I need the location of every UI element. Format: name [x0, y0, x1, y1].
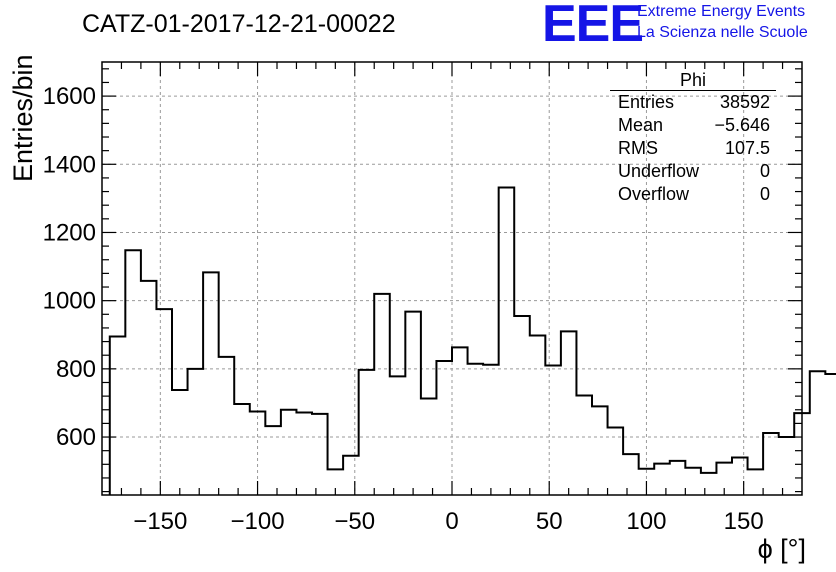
stats-row-underflow: Underflow 0: [610, 160, 776, 183]
histogram-bin: [265, 426, 281, 495]
chart-title: CATZ-01-2017-12-21-00022: [82, 10, 396, 38]
histogram-bin: [530, 335, 546, 495]
stats-value: 0: [759, 184, 770, 204]
stats-value: 38592: [719, 92, 770, 112]
stats-value: −5.646: [714, 115, 770, 135]
histogram-bin: [390, 376, 406, 495]
stats-name: Phi: [610, 70, 776, 91]
stats-box: Phi Entries 38592 Mean −5.646 RMS 107.5 …: [610, 70, 776, 206]
x-tick-label: −100: [231, 508, 285, 535]
eee-logo: EEE: [542, 0, 644, 53]
histogram-bin: [576, 395, 592, 495]
histogram-bin: [561, 331, 577, 495]
stats-label: Overflow: [618, 184, 690, 204]
histogram-bin: [156, 309, 172, 495]
logo-line-2: La Scienza nelle Scuole: [637, 24, 808, 41]
x-tick-label: −50: [334, 508, 375, 535]
histogram-bin: [234, 404, 250, 495]
y-tick-label: 1400: [43, 151, 96, 178]
x-tick-label: 50: [536, 508, 563, 535]
histogram-bin: [499, 187, 515, 495]
histogram-bin: [825, 374, 836, 495]
histogram-bin: [343, 456, 359, 495]
stats-label: RMS: [618, 138, 658, 158]
y-tick-label: 800: [56, 356, 96, 383]
histogram-bin: [623, 454, 639, 495]
histogram-bin: [125, 250, 141, 495]
histogram-bin: [110, 336, 126, 495]
histogram-bin: [452, 347, 468, 495]
histogram-bin: [188, 369, 204, 495]
y-tick-label: 1600: [43, 83, 96, 110]
histogram-bin: [281, 410, 297, 495]
histogram-bin: [468, 364, 484, 495]
histogram-outline: [108, 186, 836, 495]
histogram-bin: [421, 399, 437, 495]
histogram-bin: [810, 371, 826, 495]
histogram-bin: [592, 406, 608, 495]
histogram-bin: [436, 361, 452, 495]
histogram-bin: [608, 427, 624, 495]
stats-row-mean: Mean −5.646: [610, 114, 776, 137]
y-tick-label: 1000: [43, 288, 96, 315]
grid: [102, 62, 802, 495]
histogram-bin: [732, 457, 748, 495]
y-tick-label: 1200: [43, 219, 96, 246]
histogram-bin: [670, 461, 686, 495]
y-axis-label: Entries/bin: [8, 54, 38, 182]
histogram-bin: [779, 437, 795, 495]
histogram-bin: [312, 414, 328, 495]
histogram-bin: [405, 312, 421, 495]
histogram-bin: [374, 294, 390, 495]
histogram-bin: [685, 468, 701, 495]
x-tick-label: 150: [724, 508, 764, 535]
histogram-bin: [483, 365, 499, 495]
histogram-bin: [701, 473, 717, 495]
histogram-bin: [763, 433, 779, 495]
stats-row-rms: RMS 107.5: [610, 137, 776, 160]
logo-line-1: Extreme Energy Events: [637, 3, 806, 20]
histogram-bin: [141, 281, 157, 495]
axes: −150 −100 −50 0 50 100 150 600 800 1000 1200 1400 16…: [43, 61, 803, 535]
histogram-bin: [219, 357, 235, 495]
histogram-bin: [203, 272, 219, 495]
histogram-bins: [108, 186, 836, 495]
histogram-bin: [514, 316, 530, 495]
x-axis-label: ϕ [°]: [757, 534, 806, 564]
y-tick-label: 600: [56, 424, 96, 451]
x-tick-label: −150: [133, 508, 187, 535]
stats-value: 0: [759, 161, 770, 181]
histogram-bin: [545, 365, 561, 495]
histogram-bin: [296, 412, 312, 495]
stats-row-overflow: Overflow 0: [610, 183, 776, 206]
histogram-bin: [654, 464, 670, 495]
x-tick-label: 0: [445, 508, 458, 535]
stats-row-entries: Entries 38592: [610, 91, 776, 114]
stats-label: Entries: [618, 92, 675, 112]
stats-label: Mean: [618, 115, 664, 135]
histogram-bin: [748, 469, 764, 495]
stats-label: Underflow: [618, 161, 700, 181]
x-tick-label: 100: [626, 508, 666, 535]
stats-value: 107.5: [724, 138, 770, 158]
histogram-bin: [172, 390, 188, 495]
histogram-bin: [359, 370, 375, 495]
